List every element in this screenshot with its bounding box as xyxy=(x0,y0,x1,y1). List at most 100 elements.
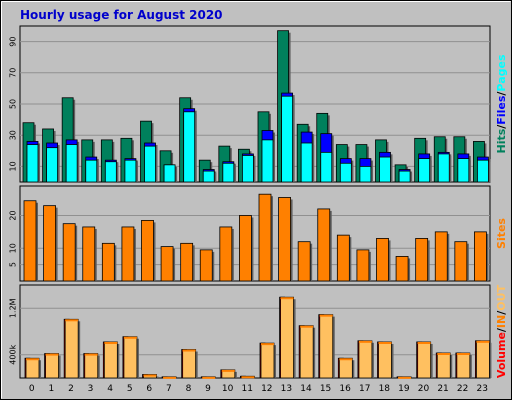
panel-bottom-ytick-label: 1.2M xyxy=(9,298,18,318)
legend-part: Sites xyxy=(495,218,508,249)
x-tick-label: 21 xyxy=(437,384,448,394)
sites-bar xyxy=(160,246,174,282)
panel-middle-ytick-label: 5 xyxy=(9,262,18,267)
legend-part: / xyxy=(495,310,508,315)
pages-bar xyxy=(26,144,39,183)
chart-panels: 1030507090Hits/Files/Pages51020Sites400k… xyxy=(9,25,508,394)
volume-out-bar xyxy=(84,353,99,379)
panel-bottom-legend: Volume/IN/OUT xyxy=(495,284,508,378)
volume-out-bar xyxy=(358,340,373,379)
volume-in-cap xyxy=(417,341,431,344)
volume-in-cap xyxy=(123,336,137,339)
panel-middle-ytick-label: 20 xyxy=(9,210,18,220)
x-tick-label: 10 xyxy=(222,384,234,394)
sites-bar xyxy=(121,226,135,282)
x-tick-label: 13 xyxy=(281,384,292,394)
panel-bottom: 400k 1.2M Volume/IN/OUT xyxy=(9,284,508,379)
volume-in-cap xyxy=(202,376,216,379)
sites-bar xyxy=(474,231,487,282)
legend-part: / xyxy=(495,91,508,96)
panel-top-ytick-label: 10 xyxy=(9,161,18,171)
sites-bar xyxy=(278,197,291,282)
sites-bar xyxy=(336,234,350,282)
sites-bar xyxy=(219,226,233,282)
pages-bar xyxy=(457,158,470,183)
volume-out-bar xyxy=(299,325,314,379)
volume-in-cap xyxy=(300,325,314,328)
volume-out-bar xyxy=(25,357,40,379)
volume-out-bar xyxy=(280,296,294,379)
x-tick-label: 19 xyxy=(398,384,410,394)
volume-in-cap xyxy=(476,340,490,343)
chart-title: Hourly usage for August 2020 xyxy=(20,8,223,22)
x-tick-label: 15 xyxy=(320,384,331,394)
sites-bar xyxy=(258,193,272,282)
volume-out-bar xyxy=(260,342,275,379)
x-tick-label: 1 xyxy=(49,384,55,394)
legend-part: / xyxy=(495,124,508,129)
volume-out-bar xyxy=(319,314,334,379)
sites-bar xyxy=(434,231,448,282)
volume-out-bar xyxy=(476,340,490,379)
pages-bar xyxy=(202,170,215,183)
x-tick-label: 22 xyxy=(457,384,468,394)
sites-bar xyxy=(23,200,37,282)
volume-in-cap xyxy=(143,374,157,377)
pages-bar xyxy=(242,155,254,183)
sites-bar xyxy=(180,242,194,282)
sites-bar xyxy=(101,242,115,282)
panel-bottom-ytick-label: 400k xyxy=(9,344,18,364)
sites-bar xyxy=(395,256,409,282)
pages-bar xyxy=(183,111,196,183)
x-tick-label: 6 xyxy=(146,384,152,394)
x-tick-label: 3 xyxy=(88,384,94,394)
panel-middle: 5 10 20 Sites xyxy=(9,185,508,282)
pages-bar xyxy=(46,147,58,183)
legend-part: Files xyxy=(495,95,508,125)
pages-bar xyxy=(320,151,333,183)
legend-part: Pages xyxy=(495,54,508,92)
panel-top-ytick-label: 30 xyxy=(9,130,18,140)
volume-in-cap xyxy=(84,353,98,356)
x-tick-label: 5 xyxy=(127,384,133,394)
panel-middle-legend: Sites xyxy=(495,218,508,249)
volume-in-cap xyxy=(319,314,333,317)
pages-bar xyxy=(379,156,391,183)
volume-in-cap xyxy=(65,319,79,322)
legend-part: / xyxy=(495,327,508,332)
pages-bar xyxy=(65,144,78,183)
legend-part: IN xyxy=(495,315,508,328)
pages-bar xyxy=(359,165,372,183)
pages-bar xyxy=(124,159,137,183)
pages-bar xyxy=(163,164,176,183)
x-tick-label: 8 xyxy=(186,384,192,394)
pages-bar xyxy=(104,161,117,183)
volume-in-cap xyxy=(163,376,177,379)
sites-bar xyxy=(454,241,468,282)
volume-in-cap xyxy=(104,341,118,344)
pages-bar xyxy=(398,170,411,183)
x-axis: 0 1 2 3 4 5 6 7 8 9 10 11 12 13 14 15 16 17 18 19 20 21 22 23 xyxy=(29,384,488,394)
volume-out-bar xyxy=(182,349,197,379)
panel-middle-plot-area xyxy=(19,185,491,282)
volume-out-bar xyxy=(436,352,451,379)
volume-in-cap xyxy=(456,353,470,356)
panel-top-ytick-label: 90 xyxy=(9,37,18,47)
x-tick-label: 9 xyxy=(205,384,211,394)
volume-in-cap xyxy=(358,340,372,343)
legend-part: Volume xyxy=(495,332,508,378)
volume-out-bar xyxy=(103,341,118,379)
pages-bar xyxy=(281,95,293,183)
x-tick-label: 2 xyxy=(68,384,74,394)
pages-bar xyxy=(339,162,352,183)
pages-bar xyxy=(477,159,489,183)
x-tick-label: 7 xyxy=(166,384,172,394)
volume-out-bar xyxy=(45,353,59,379)
x-tick-label: 20 xyxy=(418,384,430,394)
x-tick-label: 14 xyxy=(300,384,312,394)
volume-in-cap xyxy=(280,297,294,300)
sites-bar xyxy=(62,223,76,282)
volume-out-bar xyxy=(123,336,138,379)
volume-out-bar xyxy=(378,341,392,379)
